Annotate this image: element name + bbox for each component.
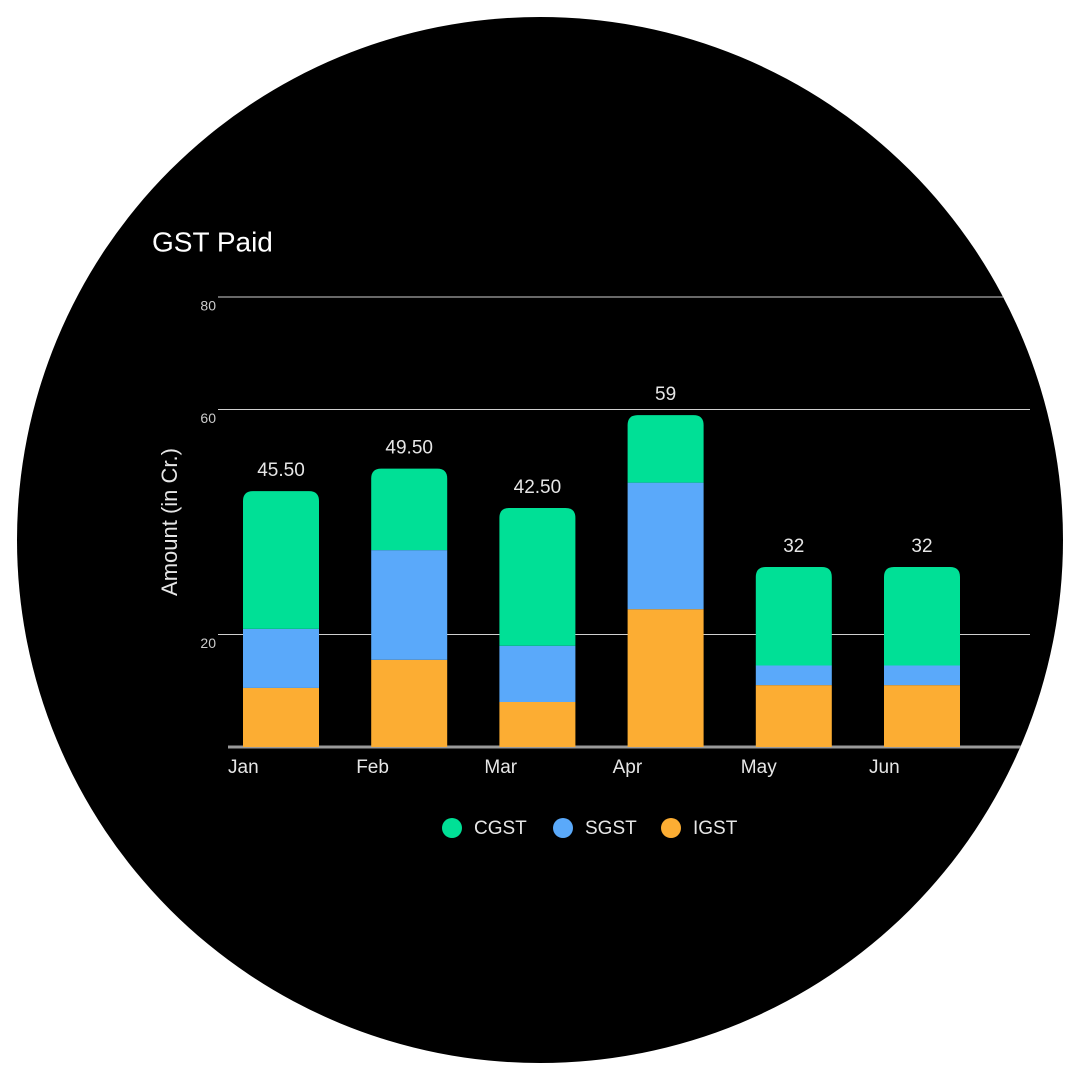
bar-segment xyxy=(243,491,319,629)
bar-segment xyxy=(755,665,832,686)
bar-segment xyxy=(884,665,960,686)
bar-segment xyxy=(243,628,319,688)
x-tick-label: Jan xyxy=(228,757,259,778)
y-tick-label: 60 xyxy=(200,410,216,426)
bar-segment xyxy=(243,687,319,747)
bar-segment xyxy=(499,507,576,646)
bar-segment xyxy=(371,468,448,551)
legend-swatch xyxy=(442,818,462,838)
x-tick-label: May xyxy=(741,757,777,778)
x-tick-label: Mar xyxy=(484,757,517,778)
legend-swatch xyxy=(661,818,681,838)
chart-title: GST Paid xyxy=(152,226,273,257)
bar-segment xyxy=(884,567,960,666)
legend-label: IGST xyxy=(693,818,738,839)
bar-segment xyxy=(755,567,832,666)
plot: GST Paid Amount (in Cr.) 20 60 80 Jan 45.50 F… xyxy=(152,226,1030,839)
y-tick-label: 80 xyxy=(200,298,216,314)
bar-segment xyxy=(627,609,704,747)
legend-swatch xyxy=(553,818,573,838)
y-tick-label: 20 xyxy=(200,635,216,651)
total-label: 32 xyxy=(911,536,932,557)
legend-label: CGST xyxy=(474,818,527,839)
bar-segment xyxy=(371,659,448,747)
x-tick-label: Jun xyxy=(869,757,900,778)
bar-segment xyxy=(371,550,448,660)
total-label: 32 xyxy=(783,536,804,557)
y-axis-label: Amount (in Cr.) xyxy=(157,448,182,596)
total-label: 59 xyxy=(655,384,676,405)
x-tick-label: Feb xyxy=(356,757,389,778)
bar-segment xyxy=(627,482,704,610)
bar-segment xyxy=(499,702,576,747)
legend-label: SGST xyxy=(585,818,637,839)
bar-segment xyxy=(627,415,704,483)
x-tick-label: Apr xyxy=(613,757,643,778)
bar-segment xyxy=(755,685,832,747)
total-label: 45.50 xyxy=(257,460,305,481)
total-label: 42.50 xyxy=(514,477,562,498)
bar-segment xyxy=(884,685,960,747)
total-label: 49.50 xyxy=(385,438,433,459)
bar-segment xyxy=(499,645,576,702)
